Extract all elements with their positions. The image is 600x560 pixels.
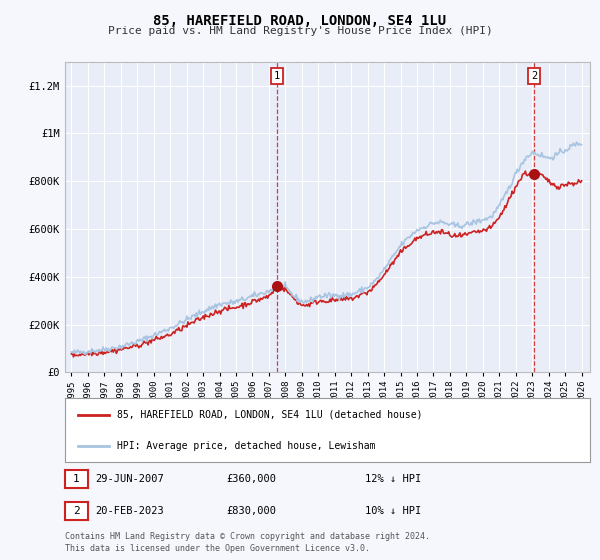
Text: 12% ↓ HPI: 12% ↓ HPI: [365, 474, 421, 484]
Text: 85, HAREFIELD ROAD, LONDON, SE4 1LU: 85, HAREFIELD ROAD, LONDON, SE4 1LU: [154, 14, 446, 28]
Text: 2: 2: [73, 506, 80, 516]
Text: 1: 1: [73, 474, 80, 484]
Text: 2: 2: [531, 71, 537, 81]
Text: 85, HAREFIELD ROAD, LONDON, SE4 1LU (detached house): 85, HAREFIELD ROAD, LONDON, SE4 1LU (det…: [118, 410, 423, 420]
Text: 29-JUN-2007: 29-JUN-2007: [95, 474, 164, 484]
Text: 10% ↓ HPI: 10% ↓ HPI: [365, 506, 421, 516]
Text: 1: 1: [274, 71, 280, 81]
Text: £830,000: £830,000: [227, 506, 277, 516]
Text: £360,000: £360,000: [227, 474, 277, 484]
Text: Price paid vs. HM Land Registry's House Price Index (HPI): Price paid vs. HM Land Registry's House …: [107, 26, 493, 36]
Text: Contains HM Land Registry data © Crown copyright and database right 2024.
This d: Contains HM Land Registry data © Crown c…: [65, 532, 430, 553]
Text: HPI: Average price, detached house, Lewisham: HPI: Average price, detached house, Lewi…: [118, 441, 376, 451]
Text: 20-FEB-2023: 20-FEB-2023: [95, 506, 164, 516]
